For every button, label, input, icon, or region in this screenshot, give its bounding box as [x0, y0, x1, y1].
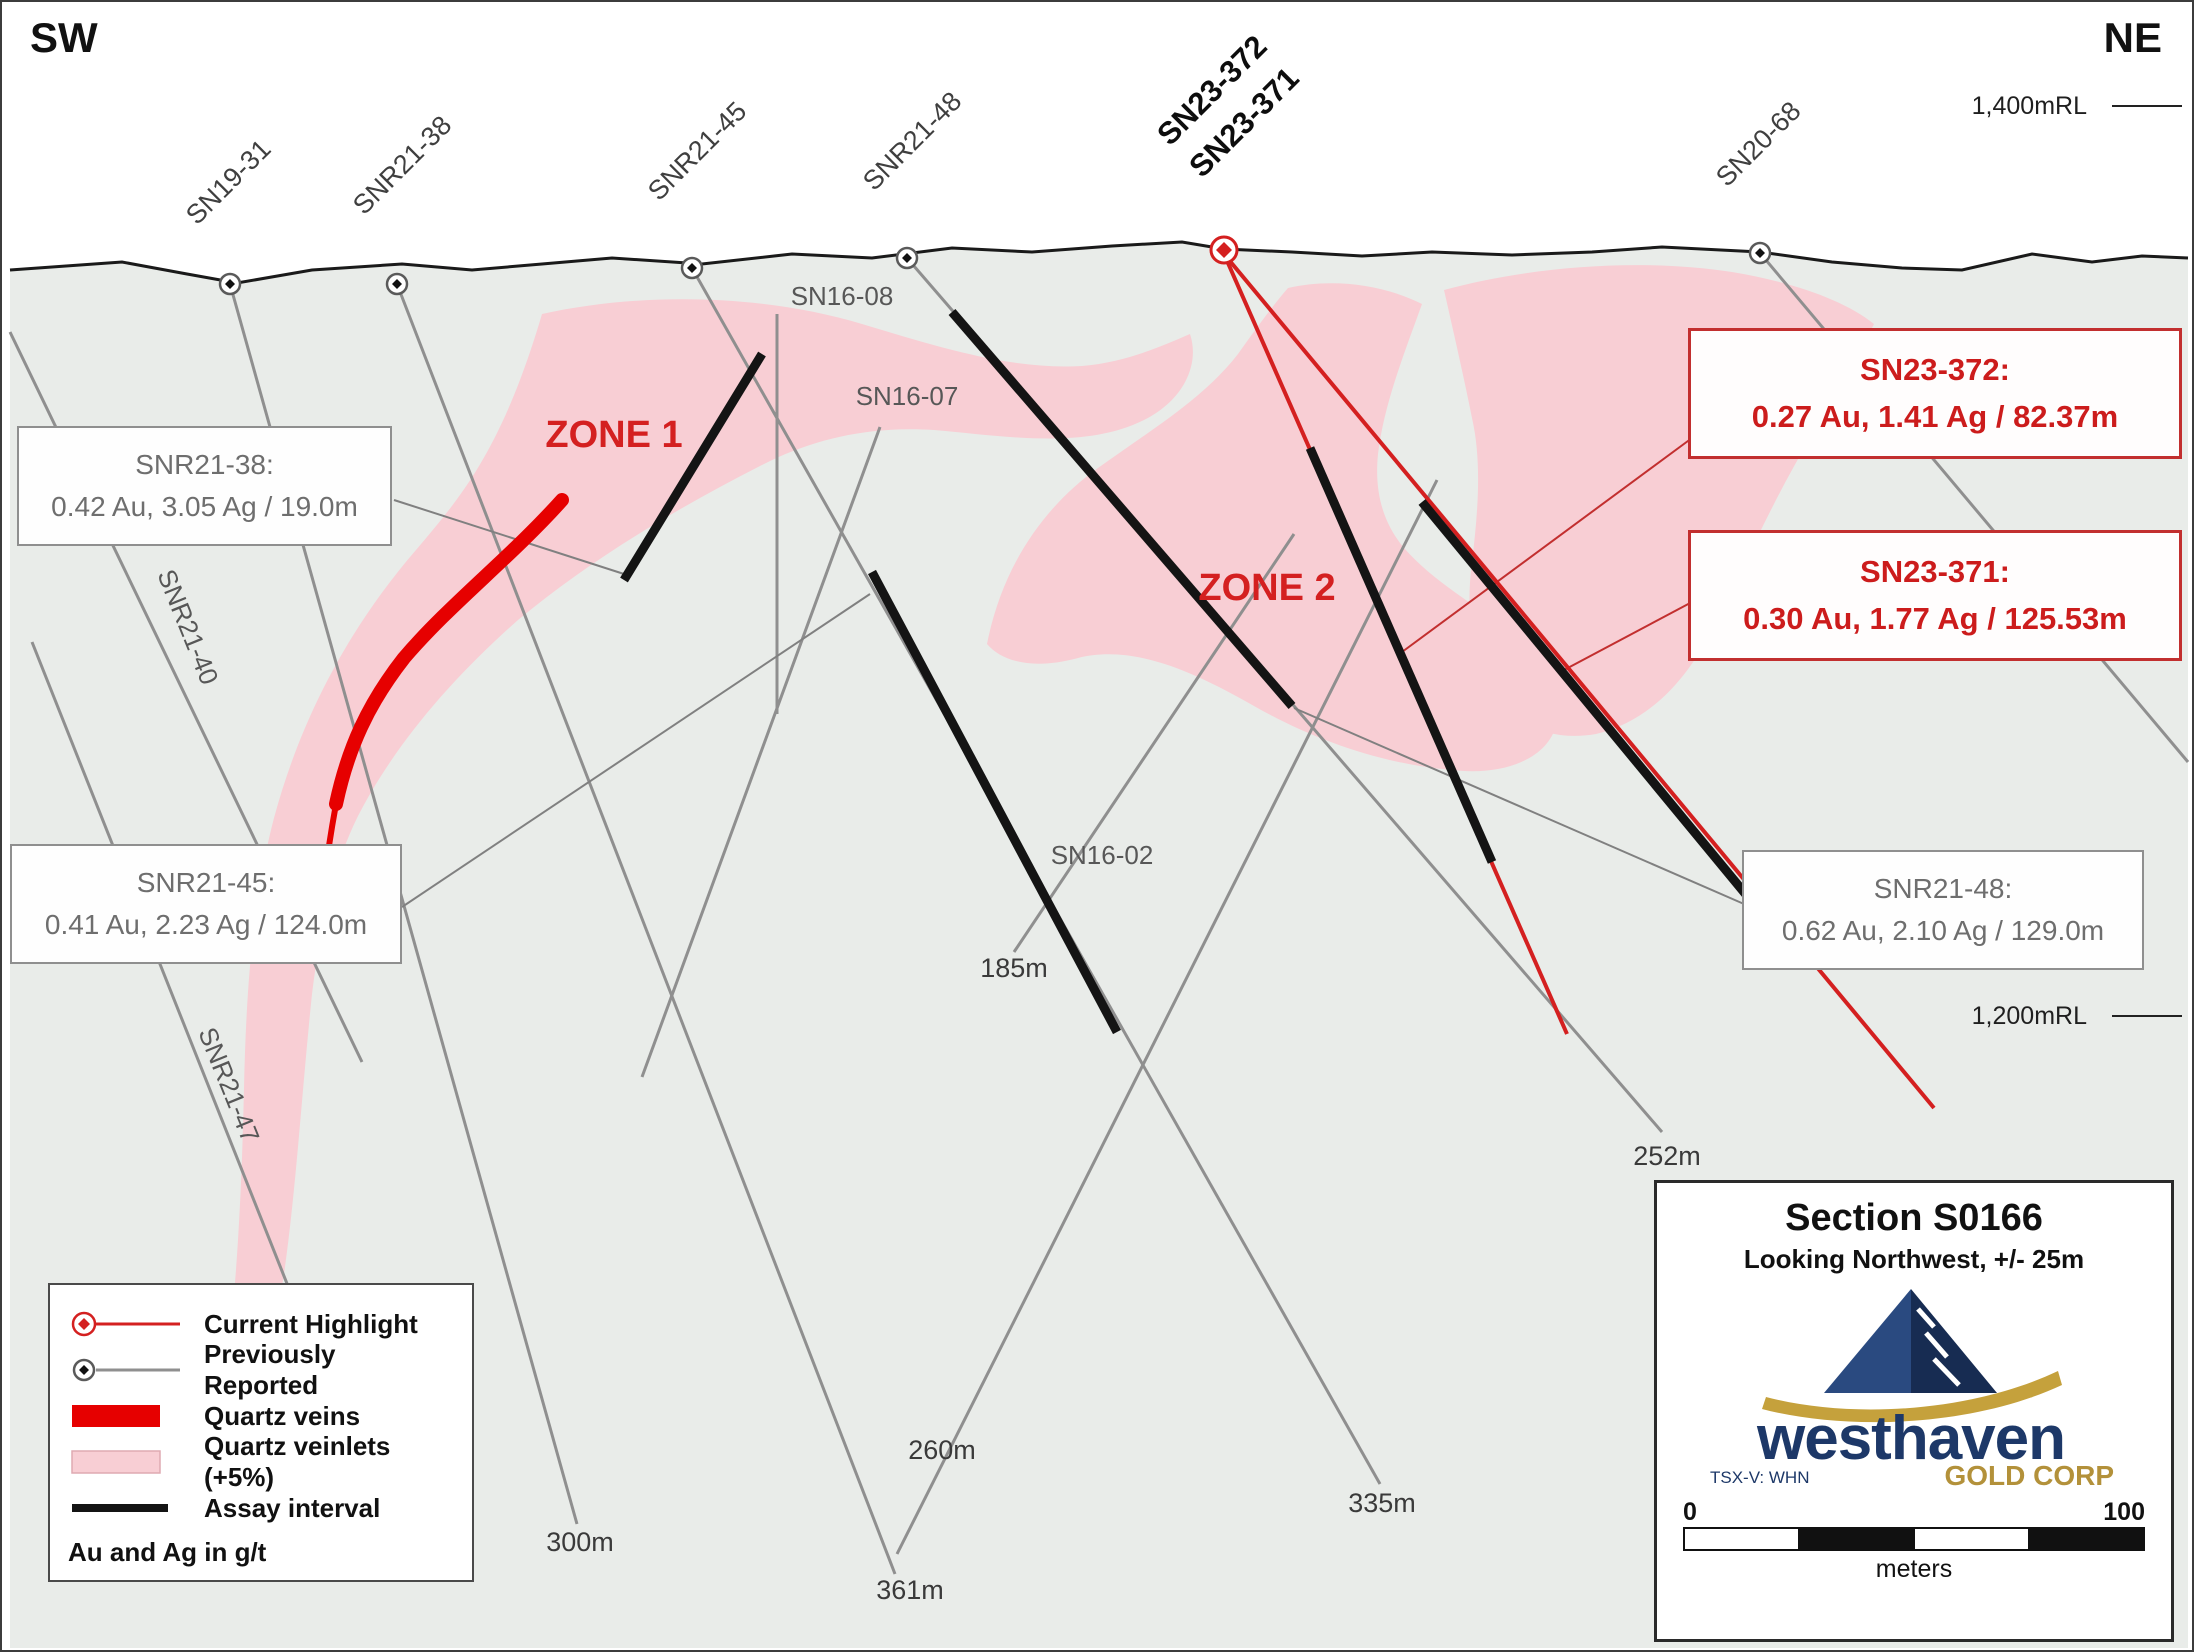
callout-value: 0.30 Au, 1.77 Ag / 125.53m [1743, 600, 2127, 636]
legend-row-quartz-veinlets: Quartz veinlets (+5%) [68, 1431, 454, 1492]
callout-title: SNR21-38: [135, 449, 274, 480]
collar-snr21-38 [385, 272, 409, 296]
collar-label-snr21-48: SNR21-48 [857, 86, 967, 196]
depth-label-335m: 335m [1348, 1488, 1416, 1518]
logo-mountain-right-face [1911, 1289, 1997, 1393]
leader-snr21-38 [393, 499, 625, 575]
elevation-label-1400: 1,400mRL [1972, 92, 2087, 120]
collar-sn23-current [1209, 235, 1239, 265]
callout-snr21-48: SNR21-48: 0.62 Au, 2.10 Ag / 129.0m [1742, 850, 2144, 970]
collar-symbols-previous [218, 241, 1772, 296]
depth-label-185m: 185m [980, 953, 1048, 983]
legend-label: Previously Reported [204, 1339, 336, 1400]
legend-label: Assay interval [204, 1492, 381, 1523]
collar-label-sn19-31: SN19-31 [180, 134, 277, 231]
scale-max: 100 [2103, 1498, 2145, 1526]
leader-sn23-371 [1563, 601, 1693, 671]
quartz-veins-swatch [68, 1401, 186, 1431]
scale-unit-label: meters [1875, 1555, 1953, 1583]
trace-label-sn16-08: SN16-08 [791, 281, 894, 311]
collar-sn19-31 [218, 272, 242, 296]
veinlet-zone-1 [228, 299, 1193, 1354]
veinlet-zone-2 [987, 283, 1558, 772]
logo-gold-swoosh [1762, 1371, 2062, 1423]
topography-line [9, 240, 2189, 285]
callout-title: SNR21-48: [1873, 873, 2013, 904]
section-subtitle: Looking Northwest, +/- 25m [1743, 1244, 2085, 1274]
direction-label-sw: SW [30, 14, 98, 61]
depth-label-252m: 252m [1633, 1141, 1701, 1171]
trace-185m [1012, 533, 1296, 953]
section-title: Section S0166 [1785, 1197, 2043, 1239]
callout-value: 0.41 Au, 2.23 Ag / 124.0m [44, 909, 368, 940]
legend-units-note: Au and Ag in g/t [68, 1537, 267, 1567]
legend-label: Quartz veins [204, 1400, 361, 1431]
depth-label-300m: 300m [546, 1527, 614, 1557]
collar-label-snr21-45: SNR21-45 [642, 96, 752, 206]
callout-title: SN23-372: [1860, 352, 2010, 387]
callout-sn23-371: SN23-371: 0.30 Au, 1.77 Ag / 125.53m [1688, 530, 2182, 661]
callout-title: SN23-371: [1860, 554, 2010, 589]
callout-snr21-45: SNR21-45: 0.41 Au, 2.23 Ag / 124.0m [10, 844, 402, 964]
direction-label-ne: NE [2103, 14, 2162, 61]
scale-bar-block: 0 100 meters [1657, 1498, 2171, 1584]
scale-bar [1683, 1527, 2145, 1551]
collar-sn20-68 [1748, 241, 1772, 265]
collar-snr21-48 [895, 246, 919, 270]
assay-snr21-38 [620, 351, 766, 583]
collar-label-sn20-68: SN20-68 [1710, 96, 1807, 193]
collar-snr21-45 [680, 256, 704, 280]
legend-label: Quartz veinlets (+5%) [204, 1431, 391, 1492]
trace-sn16-02 [895, 479, 1439, 1555]
collar-label-snr21-38: SNR21-38 [347, 110, 457, 220]
callout-value: 0.42 Au, 3.05 Ag / 19.0m [51, 491, 358, 522]
legend: Current Highlight Previously Reported Qu… [48, 1283, 474, 1582]
assay-snr21-48 [948, 309, 1296, 709]
legend-row-quartz-veins: Quartz veins [68, 1393, 454, 1439]
callout-value: 0.27 Au, 1.41 Ag / 82.37m [1751, 398, 2119, 434]
legend-label: Current Highlight [204, 1308, 418, 1339]
trace-label-sn16-07: SN16-07 [856, 381, 959, 411]
callout-snr21-38: SNR21-38: 0.42 Au, 3.05 Ag / 19.0m [17, 426, 392, 546]
assay-snr21-45 [868, 569, 1121, 1035]
logo-mountain-left-face [1824, 1289, 1911, 1393]
legend-row-assay-interval: Assay interval [68, 1485, 454, 1531]
legend-row-previously-reported: Previously Reported [68, 1339, 454, 1400]
logo-gold-corp: GOLD CORP [1944, 1460, 2114, 1491]
assay-sn23-371 [1418, 499, 1766, 917]
elevation-label-1200: 1,200mRL [1972, 1002, 2087, 1030]
current-highlight-icon [68, 1309, 186, 1339]
callout-value: 0.62 Au, 2.10 Ag / 129.0m [1781, 915, 2105, 946]
trace-snr21-38 [395, 283, 897, 1575]
assay-sn23-372 [1305, 446, 1497, 864]
trace-label-sn16-02: SN16-02 [1051, 840, 1154, 870]
callout-sn23-372: SN23-372: 0.27 Au, 1.41 Ag / 82.37m [1688, 328, 2182, 459]
vein-main [329, 493, 569, 811]
assay-intervals [620, 309, 1766, 1035]
logo-snow-streaks [1916, 1307, 1961, 1387]
zone-1-label: ZONE 1 [545, 414, 682, 456]
leader-snr21-48 [1293, 707, 1745, 905]
zone-2-label: ZONE 2 [1198, 567, 1335, 609]
logo-ticker: TSX-V: WHN [1710, 1468, 1809, 1487]
leader-snr21-45 [401, 593, 871, 908]
leader-sn23-372 [1401, 437, 1693, 653]
depth-label-361m: 361m [876, 1575, 944, 1605]
callout-title: SNR21-45: [136, 867, 276, 898]
trace-sn16-07 [640, 426, 882, 1078]
callout-leaders [393, 437, 1745, 908]
previously-reported-icon [68, 1355, 186, 1385]
legend-row-current-highlight: Current Highlight [68, 1301, 454, 1347]
scale-min: 0 [1683, 1498, 1697, 1526]
depth-label-260m: 260m [908, 1435, 976, 1465]
section-info-box: Section S0166 Looking Northwest, +/- 25m… [1654, 1180, 2174, 1642]
logo-wordmark: westhaven [1756, 1404, 2065, 1473]
assay-interval-icon [68, 1493, 186, 1523]
quartz-veinlets-swatch [68, 1447, 186, 1477]
westhaven-logo: westhaven TSX-V: WHN GOLD CORP [1710, 1289, 2114, 1491]
